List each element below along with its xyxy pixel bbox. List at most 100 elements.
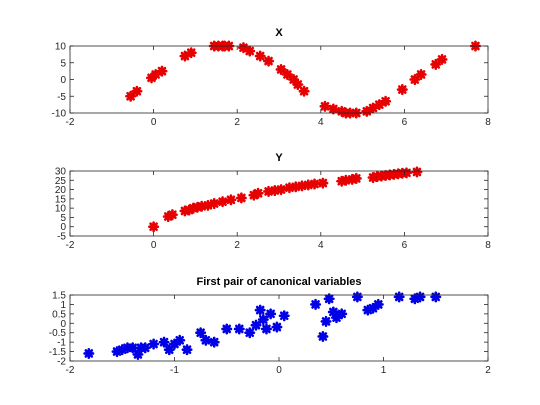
subplot-canonical-point [330,312,342,324]
subplot-canonical-point [244,327,256,339]
subplot-y-point [340,174,352,186]
subplot-y-x-tick-label: -2 [66,240,75,251]
subplot-canonical-point [132,348,144,360]
subplot-x-point [185,47,197,59]
subplot-canonical-point [195,327,207,339]
subplot-canonical-point [323,293,335,305]
subplot-x-point [150,68,162,80]
subplot-y-point [283,182,295,194]
subplot-canonical-point [116,344,128,356]
subplot-x-y-tick-label: 5 [60,58,66,69]
subplot-y-point [269,185,281,196]
subplot-canonical-y-tick-label: -0.5 [49,328,67,339]
subplot-x-point [281,68,293,80]
subplot-y-y-tick-label: 30 [55,167,67,178]
subplot-canonical-point [127,342,139,354]
subplot-canonical-x-tick-label: 0 [276,365,282,376]
subplot-canonical-title: First pair of canonical variables [196,276,361,288]
subplot-canonical-point [163,344,175,356]
subplot-canonical-point [320,315,332,327]
subplot-x-point [125,90,137,102]
subplot-canonical-point [233,323,245,335]
subplot-y-y-tick-label: 15 [55,194,67,205]
subplot-x-point [327,103,339,115]
subplot-y-point [202,199,214,211]
subplot-canonical-point [254,304,266,316]
subplot-y-marks [148,166,423,233]
subplot-canonical-x-tick-label: 2 [485,365,491,376]
subplot-y-point [275,184,287,196]
subplot-x-title: X [275,27,283,39]
subplot-y-y-tick-label: 20 [55,185,67,196]
subplot-x-point [244,45,256,57]
subplot-x-x-axis: -2 0 2 4 6 8 [66,46,491,128]
subplot-y-x-tick-label: 6 [402,240,408,251]
subplot-x: X -2 0 2 4 6 8 -10 -5 0 5 10 [52,27,492,128]
subplot-canonical-y-tick-label: 1 [60,300,66,311]
subplot-x-point [415,68,427,80]
subplot-y-x-tick-label: 4 [318,240,324,251]
subplot-canonical-y-axis: -2-1.5-1-0.500.511.5 [49,291,488,368]
subplot-canonical-point [148,338,160,350]
subplot-y-point [411,166,423,178]
subplot-canonical-point [317,330,329,342]
subplot-x-point [131,85,143,97]
subplot-x-point [288,74,300,85]
subplot-x-point [409,74,421,85]
subplot-y-point [166,209,178,221]
subplot-canonical-x-tick-label: 1 [381,365,387,376]
subplot-y-point [183,204,195,216]
subplot-y-point [248,189,260,201]
subplot-canonical-y-tick-label: -2 [57,357,66,368]
subplot-y-point [317,177,329,189]
subplot-canonical-point [409,293,421,305]
subplot-x-x-tick-label: 2 [234,117,240,128]
subplot-canonical-point [111,346,123,358]
subplot-y-title: Y [275,152,283,164]
subplot-canonical-x-axis: -2 -1 0 1 2 [66,295,491,376]
subplot-y-y-tick-label: 5 [60,213,66,224]
subplot-y-point [252,187,264,199]
subplot-y-point [350,172,362,184]
subplot-x-y-axis: -10 -5 0 5 10 [52,42,488,120]
subplot-canonical-point [181,344,193,356]
subplot-y-point [148,221,160,233]
subplot-x-x-tick-label: 8 [485,117,491,128]
subplot-canonical-point [278,310,290,322]
subplot-canonical-point [158,336,170,348]
subplot-x-point [254,50,266,62]
subplot-canonical-point [200,334,212,346]
subplot-canonical-point [250,319,262,331]
subplot-canonical-point [414,291,426,303]
subplot-canonical-point [362,304,374,316]
subplot-x-x-tick-label: 0 [151,117,157,128]
subplot-x-point [156,65,168,77]
subplot-x-x-tick-label: -2 [66,117,75,128]
subplot-x-point [292,79,304,91]
subplot-canonical-point [393,291,405,303]
subplot-y-point [290,181,302,193]
subplot-y-point [302,179,314,191]
subplot-y-point [162,211,174,222]
subplot-canonical-point [367,302,379,314]
subplot-x-x-tick-label: 4 [318,117,324,128]
subplot-x-point [298,85,310,97]
subplot-canonical-point [310,298,322,310]
subplot-x-y-tick-label: 0 [60,75,66,86]
subplot-canonical-y-tick-label: -1.5 [49,347,67,358]
subplot-y-x-axis: -2 0 2 4 6 8 [66,171,491,251]
subplot-canonical-point [271,321,283,333]
subplot-y-axes [69,170,489,237]
subplot-x-point [275,63,287,75]
subplot-y-point [296,180,308,192]
subplot-canonical-point [257,314,269,326]
subplot-canonical-point [169,338,180,350]
subplot-x-y-tick-label: -10 [52,109,67,120]
subplot-y-x-tick-label: 2 [234,240,240,251]
subplot-canonical-x-tick-label: -1 [170,365,179,376]
subplot-y-point [196,200,208,212]
